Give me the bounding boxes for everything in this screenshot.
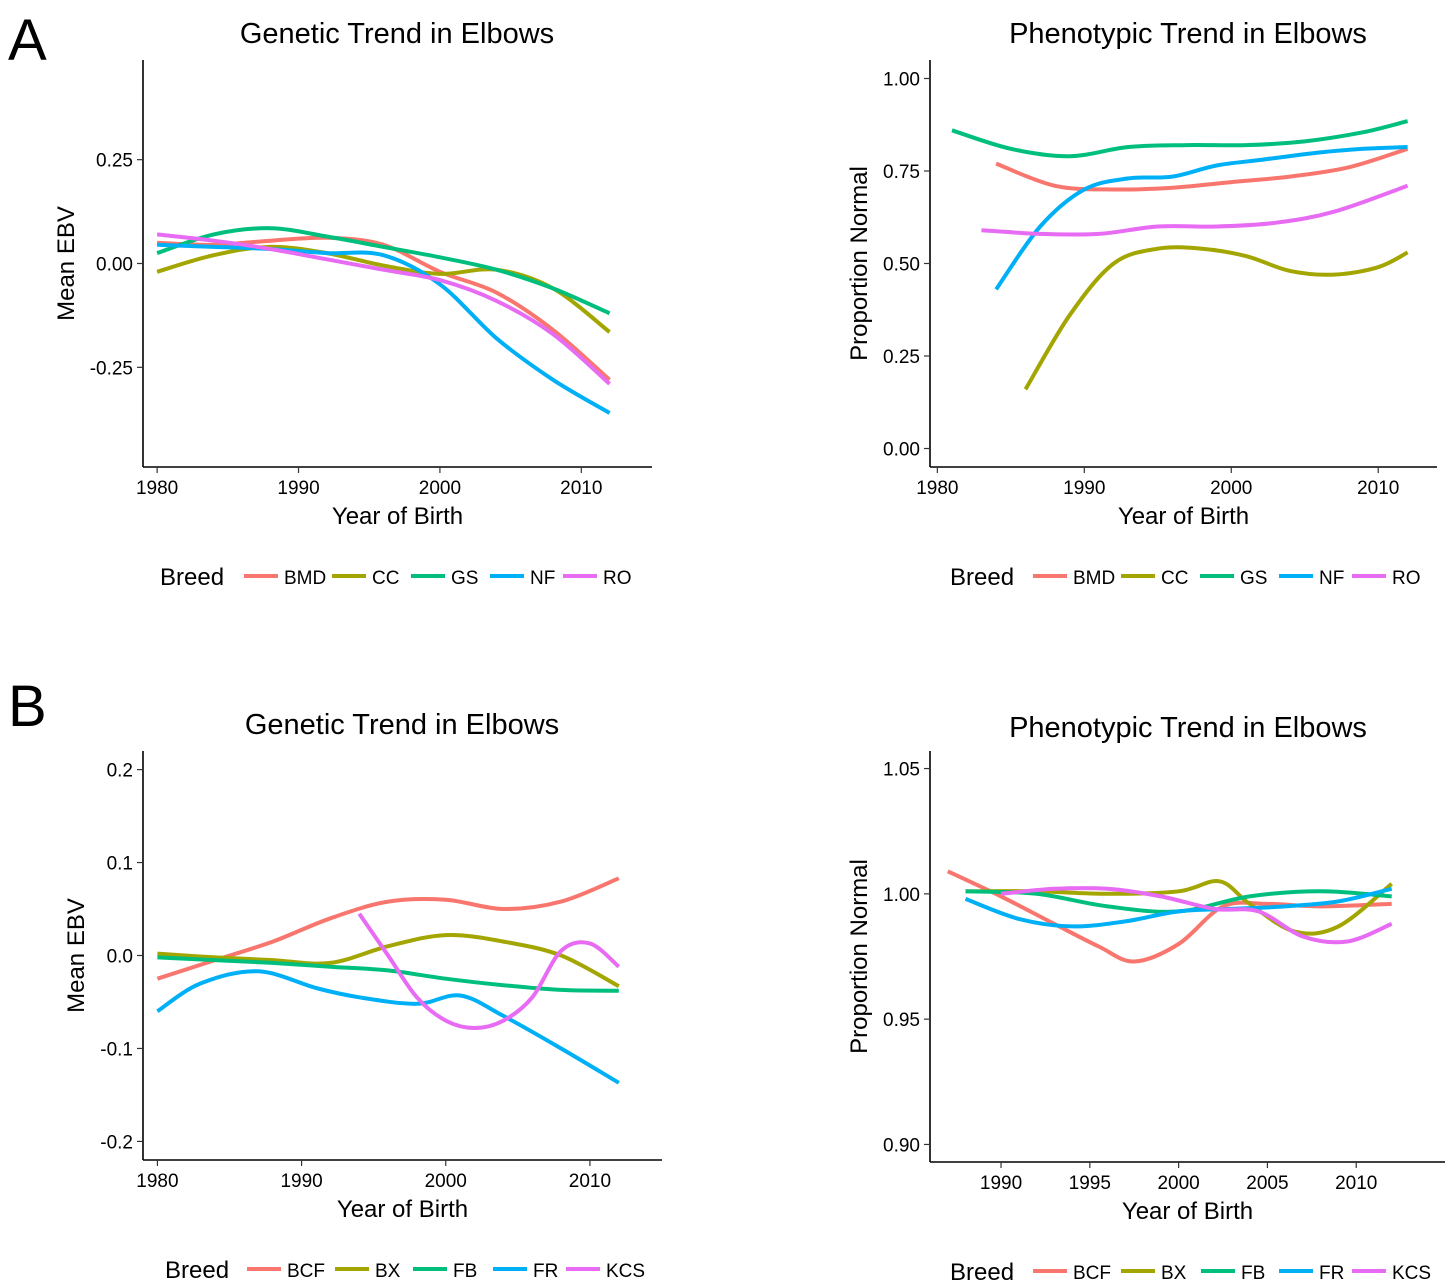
- chart-title: Genetic Trend in Elbows: [240, 18, 554, 50]
- legend: Breed BMD CC GS NF RO: [950, 564, 1421, 591]
- legend-label-bmd: BMD: [284, 568, 326, 589]
- x-tick-label: 2000: [1157, 1173, 1199, 1194]
- series-line-ro: [156, 232, 611, 386]
- legend-label-cc: CC: [1161, 568, 1188, 589]
- y-axis-label: Proportion Normal: [846, 859, 873, 1054]
- legend-label-fb: FB: [1241, 1263, 1265, 1283]
- chart-2: Phenotypic Trend in Elbows 1.00 0.75 0.50 0.…: [846, 18, 1437, 591]
- legend-label-bcf: BCF: [1073, 1263, 1111, 1283]
- y-tick-label: 0.0: [107, 947, 133, 968]
- y-tick-label: 0.50: [883, 255, 920, 276]
- legend-label-gs: GS: [451, 568, 478, 589]
- x-tick-label: 1995: [1069, 1173, 1111, 1194]
- chart-title: Phenotypic Trend in Elbows: [1009, 712, 1367, 744]
- series-line-kcs: [1000, 886, 1393, 945]
- series-line-fr: [156, 969, 620, 1085]
- x-tick-label: 2010: [569, 1171, 611, 1192]
- series-line-bmd: [995, 146, 1409, 192]
- x-axis-label: Year of Birth: [1118, 503, 1249, 530]
- x-tick-label: 2000: [419, 478, 461, 499]
- series-line-bx: [965, 879, 1393, 936]
- y-tick-label: 1.05: [883, 760, 920, 781]
- series-line-gs: [156, 226, 611, 316]
- y-tick-label: 1.00: [883, 70, 920, 91]
- x-tick-label: 2010: [1357, 478, 1399, 499]
- legend-label-ro: RO: [603, 568, 632, 589]
- series-line-nf: [157, 242, 611, 415]
- chart-title: Genetic Trend in Elbows: [245, 709, 559, 741]
- x-tick-label: 2005: [1246, 1173, 1288, 1194]
- y-axis-label: Proportion Normal: [846, 166, 873, 361]
- legend-label-fr: FR: [1319, 1263, 1344, 1283]
- x-axis-label: Year of Birth: [1122, 1198, 1253, 1225]
- panel-label-b: B: [8, 674, 47, 739]
- y-tick-label: 0.25: [96, 151, 133, 172]
- series-line-cc: [1023, 245, 1409, 391]
- chart-4: Phenotypic Trend in Elbows 1.05 1.00 0.95 0.…: [846, 712, 1445, 1283]
- y-tick-label: 0.90: [883, 1135, 920, 1156]
- series-line-bcf: [156, 876, 620, 981]
- x-tick-label: 1980: [916, 478, 958, 499]
- legend-title: Breed: [165, 1257, 229, 1283]
- y-tick-label: 0.2: [107, 761, 133, 782]
- x-tick-label: 1980: [136, 478, 178, 499]
- x-tick-label: 1990: [980, 1173, 1022, 1194]
- y-tick-label: -0.2: [100, 1132, 133, 1153]
- legend-label-gs: GS: [1240, 568, 1267, 589]
- legend-label-ro: RO: [1392, 568, 1421, 589]
- series-line-fr: [964, 886, 1393, 929]
- legend-title: Breed: [950, 1259, 1014, 1283]
- series-line-nf: [994, 145, 1408, 291]
- x-tick-label: 2000: [1210, 478, 1252, 499]
- y-tick-label: 0.25: [883, 347, 920, 368]
- legend-label-bcf: BCF: [287, 1261, 325, 1282]
- series-line-ro: [981, 183, 1409, 237]
- chart-3: Genetic Trend in Elbows 0.2 0.1 0.0 -0.1 -0.2…: [63, 709, 662, 1283]
- y-tick-label: 0.00: [883, 440, 920, 461]
- legend-label-fb: FB: [453, 1261, 477, 1282]
- y-tick-label: 0.1: [107, 854, 133, 875]
- legend: Breed BCF BX FB FR KCS: [165, 1257, 645, 1283]
- x-tick-label: 2000: [425, 1171, 467, 1192]
- legend-label-bx: BX: [375, 1261, 401, 1282]
- x-tick-label: 2010: [1335, 1173, 1377, 1194]
- y-tick-label: -0.25: [90, 358, 133, 379]
- legend-label-bmd: BMD: [1073, 568, 1115, 589]
- legend: Breed BCF BX FB FR KCS: [950, 1259, 1431, 1283]
- x-axis-label: Year of Birth: [332, 503, 463, 530]
- y-tick-label: 0.95: [883, 1010, 920, 1031]
- chart-title: Phenotypic Trend in Elbows: [1009, 18, 1367, 50]
- y-tick-label: -0.1: [100, 1039, 133, 1060]
- legend-label-nf: NF: [1319, 568, 1344, 589]
- legend-label-bx: BX: [1161, 1263, 1187, 1283]
- x-tick-label: 1990: [280, 1171, 322, 1192]
- series-line-gs: [951, 119, 1409, 159]
- x-tick-label: 1990: [1063, 478, 1105, 499]
- series-line-bx: [157, 933, 620, 988]
- y-tick-label: 0.00: [96, 255, 133, 276]
- y-axis-label: Mean EBV: [63, 898, 90, 1013]
- y-tick-label: 0.75: [883, 162, 920, 183]
- legend-label-fr: FR: [533, 1261, 558, 1282]
- legend-title: Breed: [950, 564, 1014, 591]
- legend-title: Breed: [160, 564, 224, 591]
- legend-label-kcs: KCS: [606, 1261, 645, 1282]
- chart-1: Genetic Trend in Elbows 0.25 0.00 -0.25 1980…: [53, 18, 652, 591]
- series-line-kcs: [357, 912, 621, 1030]
- x-axis-label: Year of Birth: [337, 1196, 468, 1223]
- x-tick-label: 1980: [136, 1171, 178, 1192]
- x-tick-label: 2010: [560, 478, 602, 499]
- series-line-bmd: [157, 235, 611, 382]
- charts-container: Genetic Trend in Elbows 0.25 0.00 -0.25 1980…: [53, 18, 1445, 1283]
- x-tick-label: 1990: [277, 478, 319, 499]
- legend-label-nf: NF: [530, 568, 555, 589]
- legend: Breed BMD CC GS NF RO: [160, 564, 632, 591]
- y-tick-label: 1.00: [883, 885, 920, 906]
- panel-label-a: A: [8, 8, 47, 73]
- series-line-fb: [157, 955, 619, 993]
- y-axis-label: Mean EBV: [53, 206, 80, 321]
- legend-label-cc: CC: [372, 568, 399, 589]
- legend-label-kcs: KCS: [1392, 1263, 1431, 1283]
